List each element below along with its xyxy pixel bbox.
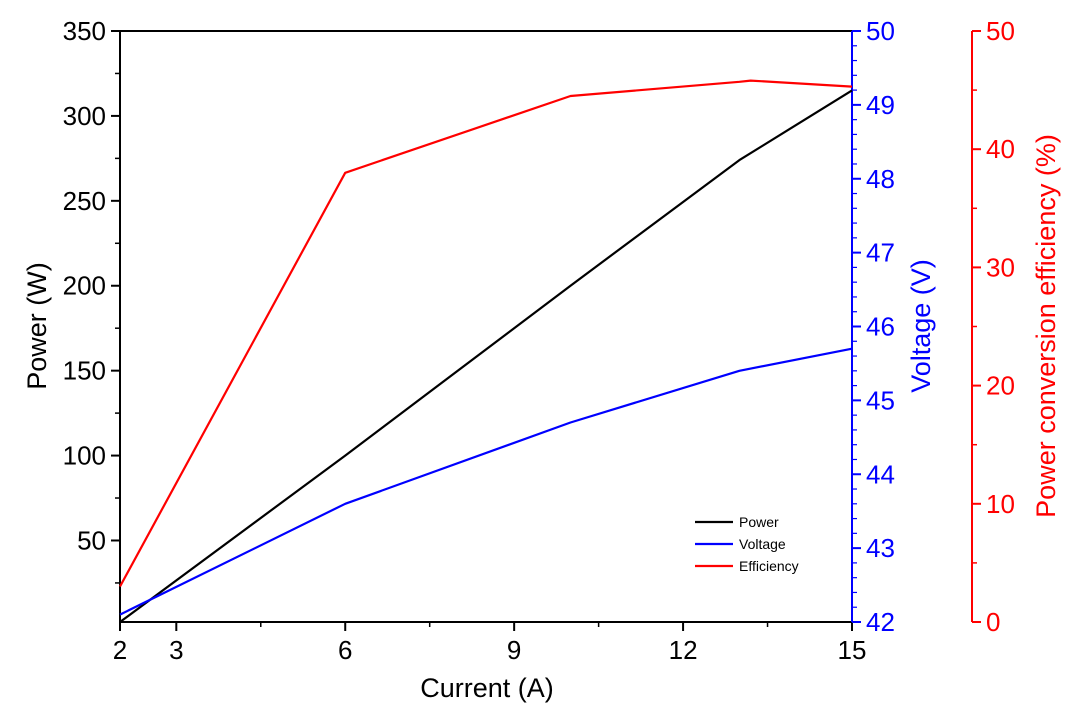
y-left-tick-label: 100: [63, 441, 106, 471]
y-left-tick-label: 200: [63, 271, 106, 301]
series-line-voltage: [119, 347, 853, 616]
y-right1-tick-label: 45: [866, 385, 895, 415]
x-tick-label: 15: [838, 635, 867, 665]
y-right1-tick-label: 43: [866, 533, 895, 563]
legend: Power Voltage Efficiency: [695, 514, 799, 574]
y-left-tick-label: 350: [63, 16, 106, 46]
x-axis-title: Current (A): [420, 673, 554, 703]
series-line-power: [119, 89, 853, 623]
y-left-tick-label: 250: [63, 186, 106, 216]
y-right1-tick-label: 47: [866, 238, 895, 268]
y-right1-tick-label: 42: [866, 607, 895, 637]
y-axis-right1-title: Voltage (V): [906, 259, 936, 393]
y-axis-left-title: Power (W): [22, 262, 52, 390]
y-right1-tick-label: 44: [866, 459, 895, 489]
y-right1-tick-label: 50: [866, 16, 895, 46]
y-right2-tick-label: 20: [986, 371, 1015, 401]
plot-lines: [119, 79, 853, 623]
x-tick-label: 2: [113, 635, 127, 665]
legend-label-efficiency: Efficiency: [739, 558, 799, 574]
legend-label-power: Power: [739, 514, 779, 530]
x-tick-label: 9: [507, 635, 521, 665]
x-tick-label: 3: [169, 635, 183, 665]
y-right2-tick-label: 0: [986, 607, 1000, 637]
y-left-tick-label: 50: [77, 525, 106, 555]
x-tick-label: 6: [338, 635, 352, 665]
y-right2-tick-label: 50: [986, 16, 1015, 46]
y-axis-right2-title: Power conversion efficiency (%): [1031, 134, 1061, 518]
y-left-tick-label: 150: [63, 356, 106, 386]
y-right1-tick-label: 48: [866, 164, 895, 194]
axes: 2 3 6 9 12 1550100150200250300350424344454647…: [63, 16, 1015, 665]
x-tick-label: 12: [669, 635, 698, 665]
y-right2-tick-label: 30: [986, 252, 1015, 282]
y-right1-tick-label: 46: [866, 312, 895, 342]
legend-label-voltage: Voltage: [739, 536, 786, 552]
y-right1-tick-label: 49: [866, 90, 895, 120]
y-right2-tick-label: 40: [986, 134, 1015, 164]
series-line-efficiency: [119, 79, 853, 588]
y-right2-tick-label: 10: [986, 489, 1015, 519]
y-left-tick-label: 300: [63, 101, 106, 131]
